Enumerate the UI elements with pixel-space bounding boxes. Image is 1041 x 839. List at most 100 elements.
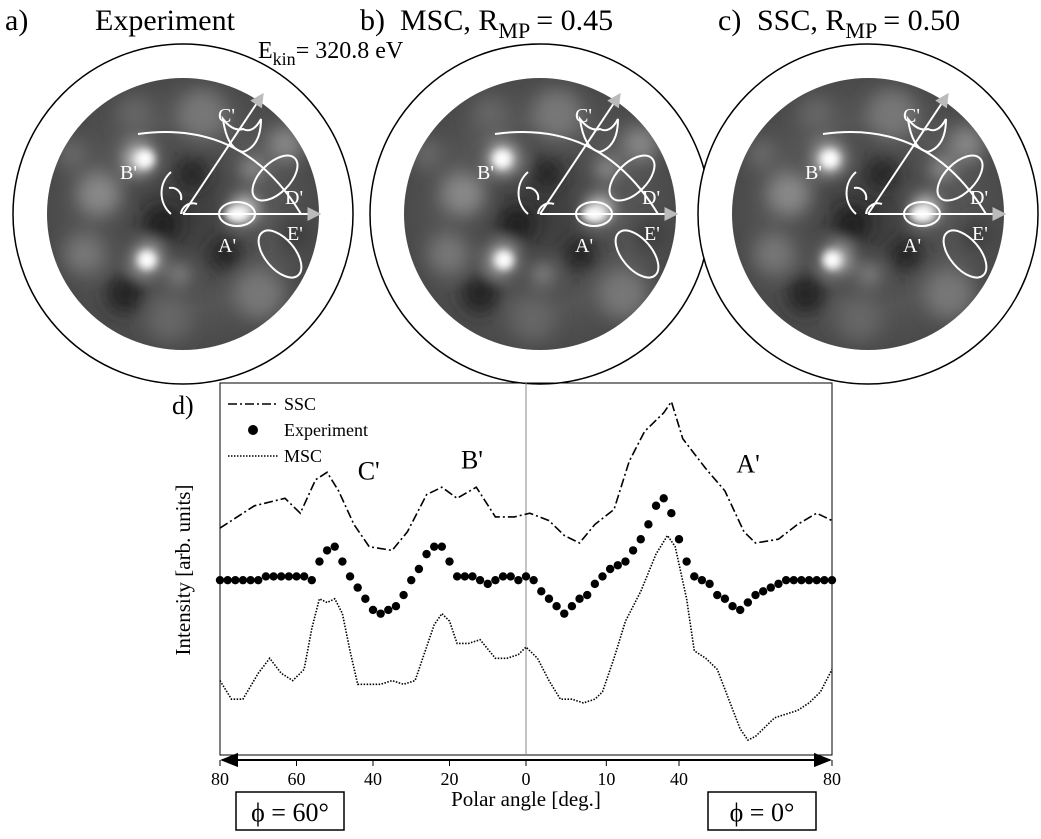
data-point bbox=[766, 583, 775, 592]
blob bbox=[472, 96, 508, 132]
data-point bbox=[560, 609, 569, 618]
data-point bbox=[575, 594, 584, 603]
title-rest: = 0.50 bbox=[883, 4, 960, 37]
data-point bbox=[537, 587, 546, 596]
region-label: D' bbox=[970, 187, 988, 209]
data-point bbox=[491, 575, 500, 585]
data-point bbox=[529, 575, 538, 585]
data-point bbox=[254, 575, 263, 585]
region-label: D' bbox=[642, 187, 660, 209]
data-point bbox=[238, 575, 248, 585]
data-point bbox=[667, 509, 676, 518]
data-point bbox=[223, 575, 232, 585]
data-point bbox=[567, 602, 577, 611]
region-label: C' bbox=[575, 105, 592, 127]
data-point bbox=[628, 546, 638, 555]
blob bbox=[499, 206, 535, 242]
blob bbox=[786, 274, 826, 314]
title-main: MSC, R bbox=[400, 4, 498, 37]
title-rest: = 0.45 bbox=[536, 4, 613, 37]
spot bbox=[136, 150, 154, 168]
blob bbox=[144, 206, 180, 242]
blob bbox=[924, 269, 974, 319]
region-e bbox=[257, 229, 303, 279]
panel-title: MSC, RMP = 0.45 bbox=[400, 4, 613, 43]
blob bbox=[64, 234, 104, 274]
data-point bbox=[797, 575, 806, 585]
data-point bbox=[414, 564, 424, 574]
region-label: E' bbox=[972, 223, 988, 245]
data-point bbox=[690, 572, 699, 581]
title-sub: MP bbox=[498, 18, 530, 43]
panel-title: Experiment bbox=[95, 4, 236, 37]
blob bbox=[177, 89, 227, 139]
region-label: A' bbox=[218, 235, 236, 257]
legend-label: MSC bbox=[284, 446, 322, 466]
line-chart: 80 60 40 20 0 10 40 80 Polar angle [deg.] Intensi… bbox=[171, 382, 841, 831]
data-point bbox=[644, 520, 653, 529]
data-point bbox=[804, 575, 814, 585]
data-point bbox=[789, 575, 798, 585]
region-d bbox=[251, 154, 299, 202]
region-label: C' bbox=[903, 105, 920, 127]
bright-spots bbox=[821, 150, 934, 269]
title-sub: MP bbox=[845, 18, 877, 43]
blob bbox=[77, 172, 121, 216]
blob bbox=[798, 96, 834, 132]
x-tick-label: 80 bbox=[823, 769, 841, 789]
legend-label: Experiment bbox=[284, 420, 368, 440]
blob bbox=[867, 159, 897, 189]
blob bbox=[147, 297, 191, 341]
x-tick-label: 10 bbox=[597, 769, 615, 789]
energy-main: E bbox=[258, 38, 273, 64]
legend-label: SSC bbox=[284, 394, 316, 414]
data-point bbox=[651, 501, 661, 510]
data-point bbox=[292, 572, 301, 581]
data-point bbox=[636, 535, 645, 544]
bright-spots bbox=[493, 150, 606, 269]
data-point bbox=[269, 572, 278, 581]
hologram-panels: A' B' C' D' E' A' B' C' D' E' A' B' C' D' E' bbox=[12, 43, 1039, 385]
data-point bbox=[483, 579, 492, 589]
data-point bbox=[246, 575, 255, 585]
panel-letter: b) bbox=[360, 4, 385, 37]
blob bbox=[533, 264, 553, 284]
overlay: A' B' C' D' E' bbox=[805, 92, 1007, 279]
arc bbox=[137, 130, 302, 215]
blob bbox=[511, 297, 555, 341]
data-point bbox=[376, 609, 385, 618]
data-point bbox=[361, 594, 370, 603]
x-tick-label: 40 bbox=[364, 769, 382, 789]
region-b bbox=[845, 171, 868, 215]
data-point bbox=[552, 602, 561, 611]
blob bbox=[961, 219, 991, 249]
hologram: A' B' C' D' E' bbox=[697, 43, 1039, 385]
blob bbox=[169, 264, 189, 284]
region-label: D' bbox=[285, 187, 303, 209]
y-axis-label: Intensity [arb. units] bbox=[171, 485, 195, 656]
blob bbox=[428, 234, 468, 274]
data-point bbox=[437, 542, 447, 551]
data-line bbox=[219, 534, 833, 742]
data-point bbox=[598, 572, 607, 581]
data-point bbox=[682, 557, 691, 566]
data-point bbox=[445, 557, 454, 566]
x-tick-label: 40 bbox=[670, 769, 688, 789]
blob bbox=[234, 269, 284, 319]
data-point bbox=[284, 572, 294, 581]
peak-label: A' bbox=[736, 449, 759, 478]
region-label: A' bbox=[903, 235, 921, 257]
region-d bbox=[936, 154, 984, 202]
data-point bbox=[215, 575, 225, 585]
data-point bbox=[705, 579, 714, 589]
region-label: C' bbox=[218, 105, 235, 127]
blob bbox=[280, 219, 310, 249]
data-point bbox=[514, 575, 523, 585]
direction-box bbox=[707, 791, 817, 831]
data-point bbox=[697, 575, 707, 585]
region-e bbox=[942, 229, 988, 279]
data-point bbox=[460, 572, 469, 581]
blob bbox=[597, 159, 617, 179]
energy-rest: = 320.8 eV bbox=[296, 38, 404, 64]
